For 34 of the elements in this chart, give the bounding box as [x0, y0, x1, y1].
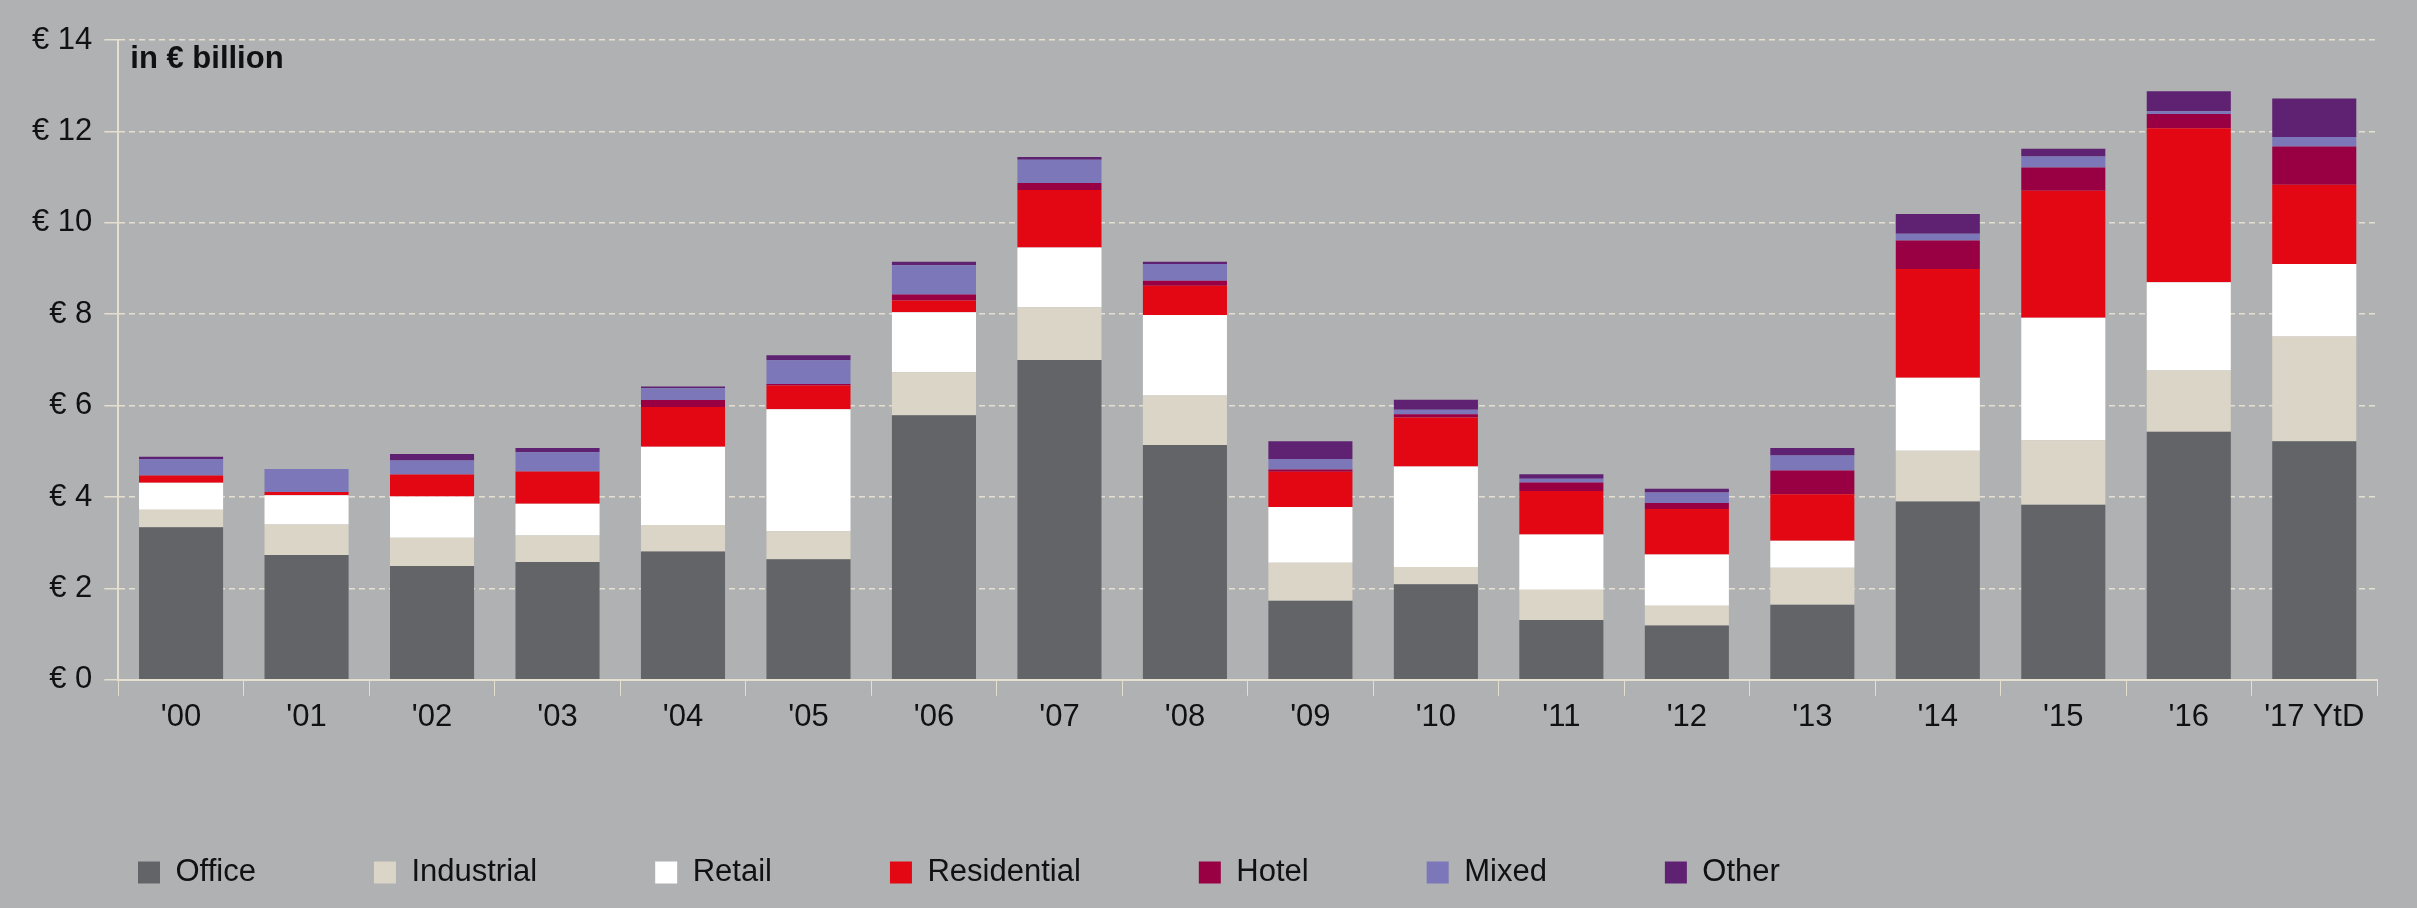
x-tick-label: '08: [1164, 697, 1206, 733]
x-tick-label: '10: [1415, 697, 1457, 733]
x-tick-label: '15: [2043, 697, 2084, 733]
y-tick-label: € 8: [49, 294, 93, 330]
x-tick-label: '02: [411, 697, 453, 733]
y-tick-label: € 6: [49, 386, 93, 422]
x-tick-label: '01: [286, 697, 327, 733]
legend-label: Other: [1702, 853, 1780, 889]
y-tick-label: € 4: [49, 477, 93, 513]
legend-label: Retail: [692, 853, 772, 889]
x-tick-label: '12: [1666, 697, 1708, 733]
y-tick-label: € 0: [49, 660, 93, 696]
x-tick-label: '03: [537, 697, 578, 733]
legend-label: Residential: [927, 853, 1081, 889]
legend-label: Mixed: [1464, 853, 1547, 889]
x-tick-label: '17 YtD: [2264, 697, 2365, 733]
x-tick-label: '00: [160, 697, 202, 733]
x-tick-label: '06: [913, 697, 955, 733]
y-tick-label: € 2: [49, 568, 93, 604]
legend-label: Industrial: [411, 853, 538, 889]
y-tick-label: € 12: [31, 111, 93, 147]
y-tick-label: € 10: [31, 203, 93, 239]
x-tick-label: '14: [1917, 697, 1959, 733]
legend-label: Hotel: [1236, 853, 1309, 889]
x-tick-label: '13: [1792, 697, 1833, 733]
x-tick-label: '09: [1290, 697, 1331, 733]
y-tick-label: € 14: [31, 20, 93, 56]
legend-label: Office: [175, 853, 256, 889]
y-axis-title: in € billion: [130, 40, 284, 76]
x-tick-label: '11: [1542, 697, 1581, 733]
x-tick-label: '07: [1039, 697, 1080, 733]
x-tick-label: '16: [2168, 697, 2209, 733]
x-tick-label: '05: [788, 697, 829, 733]
x-tick-label: '04: [662, 697, 704, 733]
